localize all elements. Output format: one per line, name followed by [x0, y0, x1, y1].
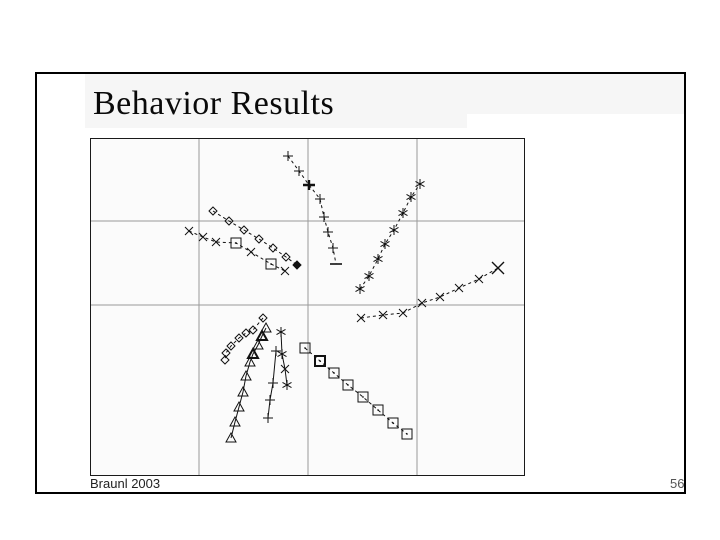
marker-triangle-bold: [246, 346, 260, 359]
marker-plus-bold: [303, 180, 315, 190]
marker-asterisk: [364, 271, 374, 281]
marker-diamond: [258, 313, 268, 323]
marker-plus: [263, 413, 273, 423]
trajectory-x-left-squares: [184, 226, 290, 276]
marker-diamond: [254, 234, 264, 244]
footer-author: Braunl 2003: [90, 476, 161, 491]
marker-plus: [283, 151, 293, 161]
marker-diamond: [226, 341, 236, 351]
trajectory-plot: [91, 139, 524, 475]
marker-asterisk: [355, 284, 365, 294]
marker-triangle: [229, 415, 241, 427]
marker-plus: [315, 194, 325, 204]
marker-asterisk: [380, 239, 390, 249]
trajectory-asterisk-ascending: [355, 179, 425, 294]
trajectory-square-diagonal: [299, 342, 413, 440]
trajectory-line: [280, 331, 288, 386]
marker-x: [454, 283, 464, 293]
marker-triangle-bold: [255, 328, 269, 341]
marker-triangle: [237, 385, 249, 397]
marker-x: [356, 313, 366, 323]
marker-x: [211, 237, 221, 247]
marker-square: [299, 342, 311, 354]
marker-plus: [319, 212, 329, 222]
marker-square: [372, 404, 384, 416]
marker-asterisk: [282, 380, 292, 390]
marker-plus: [265, 395, 275, 405]
slide-number: 56: [670, 476, 685, 491]
marker-square: [328, 367, 340, 379]
trajectory-line: [359, 183, 421, 290]
trajectory-line: [212, 210, 298, 266]
marker-asterisk: [398, 208, 408, 218]
marker-square: [342, 379, 354, 391]
slide-title: Behavior Results: [93, 85, 335, 122]
trajectory-x-rightward: [356, 261, 505, 323]
marker-x: [246, 247, 256, 257]
marker-x: [198, 232, 208, 242]
marker-diamond: [281, 252, 291, 262]
marker-diamond: [239, 225, 249, 235]
trajectory-line: [224, 317, 264, 361]
trajectory-plus-descending: [283, 151, 342, 265]
trajectory-diamond-left: [208, 206, 302, 270]
trajectory-line: [287, 155, 337, 265]
marker-x: [398, 308, 408, 318]
marker-diamond: [208, 206, 218, 216]
trajectory-diamond-arc: [220, 313, 268, 365]
marker-x: [474, 274, 484, 284]
marker-diamond: [248, 325, 258, 335]
marker-diamond: [224, 216, 234, 226]
marker-triangle: [225, 431, 237, 443]
marker-asterisk: [406, 192, 416, 202]
marker-plus: [271, 346, 281, 356]
marker-triangle: [233, 400, 245, 412]
marker-square: [401, 428, 413, 440]
marker-square: [265, 258, 277, 270]
trajectory-line: [267, 350, 277, 419]
trajectory-asterisk-column: [276, 327, 292, 390]
marker-triangle: [240, 369, 252, 381]
marker-x: [280, 266, 290, 276]
marker-asterisk: [415, 179, 425, 189]
marker-asterisk: [276, 327, 286, 337]
behavior-chart: [90, 138, 525, 476]
marker-x: [435, 292, 445, 302]
title-strip-extension: [85, 114, 467, 128]
marker-diamond: [234, 333, 244, 343]
marker-square: [357, 391, 369, 403]
marker-triangle: [252, 338, 264, 350]
marker-asterisk: [277, 349, 287, 359]
marker-plus: [268, 378, 278, 388]
marker-asterisk: [389, 225, 399, 235]
marker-diamond: [241, 328, 251, 338]
marker-square-bold: [314, 355, 326, 367]
marker-square: [230, 237, 242, 249]
trajectory-triangle-column: [225, 321, 272, 443]
marker-diamond: [268, 243, 278, 253]
marker-diamond-filled: [292, 260, 302, 270]
marker-x: [417, 298, 427, 308]
trajectory-line: [304, 347, 408, 435]
marker-plus: [328, 243, 338, 253]
marker-x: [184, 226, 194, 236]
marker-asterisk: [373, 254, 383, 264]
marker-triangle: [244, 355, 256, 367]
slide: Behavior Results Braunl 2003 56: [35, 72, 686, 494]
trajectory-line: [360, 267, 499, 319]
title-strip: [85, 74, 684, 114]
marker-triangle: [260, 321, 272, 333]
marker-x: [280, 364, 290, 374]
gridlines: [91, 139, 524, 475]
marker-x-big: [491, 261, 505, 275]
trajectory-plus-column: [263, 346, 281, 423]
marker-plus: [323, 227, 333, 237]
marker-x: [378, 310, 388, 320]
marker-square: [387, 417, 399, 429]
marker-plus: [294, 166, 304, 176]
marker-diamond: [220, 355, 230, 365]
